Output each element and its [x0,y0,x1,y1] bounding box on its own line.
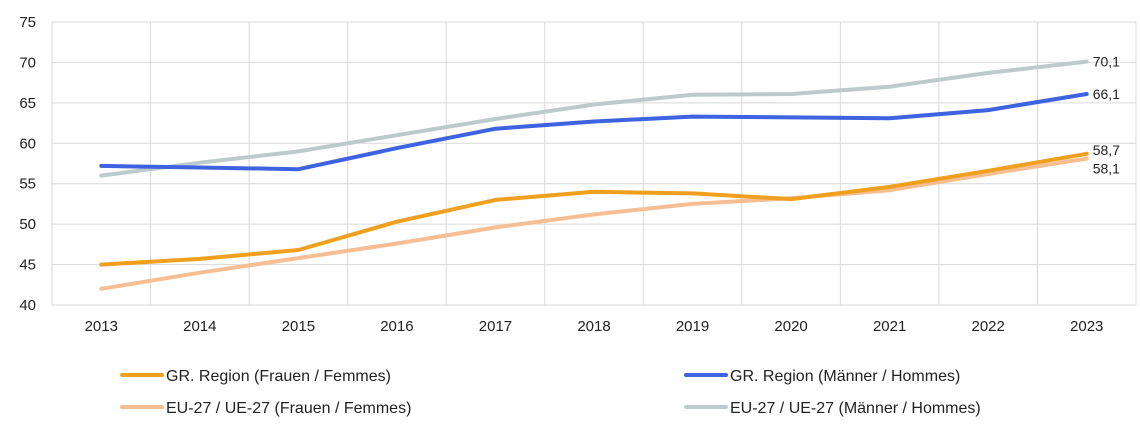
y-tick-label: 55 [19,176,36,193]
series-line-1 [99,92,1089,172]
data-label: 58,7 [1093,142,1120,158]
legend-label: EU-27 / UE-27 (Frauen / Femmes) [166,400,411,417]
data-label: 58,1 [1093,161,1120,177]
gridlines [51,21,1137,306]
series-lines [99,59,1089,291]
legend-label: GR. Region (Frauen / Femmes) [166,368,391,385]
y-tick-label: 70 [19,54,36,71]
x-tick-label: 2020 [774,318,807,335]
x-tick-label: 2023 [1070,318,1103,335]
y-tick-label: 75 [19,14,36,31]
x-tick-label: 2022 [971,318,1004,335]
series-line-0 [99,151,1089,267]
y-tick-label: 50 [19,216,36,233]
legend-item: GR. Region (Frauen / Femmes) [120,368,391,385]
data-label: 70,1 [1093,54,1120,70]
x-tick-label: 2014 [183,318,216,335]
end-data-labels: 70,1 66,1 58,7 58,1 [1093,54,1120,177]
series-line-3 [99,59,1089,178]
legend-item: GR. Region (Männer / Hommes) [684,368,960,385]
series-line-2 [99,156,1089,291]
x-tick-label: 2018 [577,318,610,335]
legend-item: EU-27 / UE-27 (Frauen / Femmes) [120,400,411,417]
x-tick-label: 2016 [380,318,413,335]
legend-label: EU-27 / UE-27 (Männer / Hommes) [730,400,981,417]
x-tick-label: 2017 [479,318,512,335]
x-tick-label: 2013 [85,318,118,335]
x-axis-tick-labels: 2013 2014 2015 2016 2017 2018 2019 2020 2021 2022… [85,318,1104,335]
legend-label: GR. Region (Männer / Hommes) [730,368,960,385]
y-tick-label: 45 [19,257,36,274]
y-tick-label: 60 [19,135,36,152]
y-tick-label: 40 [19,297,36,314]
y-axis-tick-labels: 40 45 50 55 60 65 70 75 [19,14,36,314]
legend: GR. Region (Frauen / Femmes) GR. Region (… [120,368,981,417]
x-tick-label: 2021 [873,318,906,335]
y-tick-label: 65 [19,95,36,112]
data-label: 66,1 [1093,86,1120,102]
x-tick-label: 2015 [282,318,315,335]
x-tick-label: 2019 [676,318,709,335]
legend-item: EU-27 / UE-27 (Männer / Hommes) [684,400,981,417]
